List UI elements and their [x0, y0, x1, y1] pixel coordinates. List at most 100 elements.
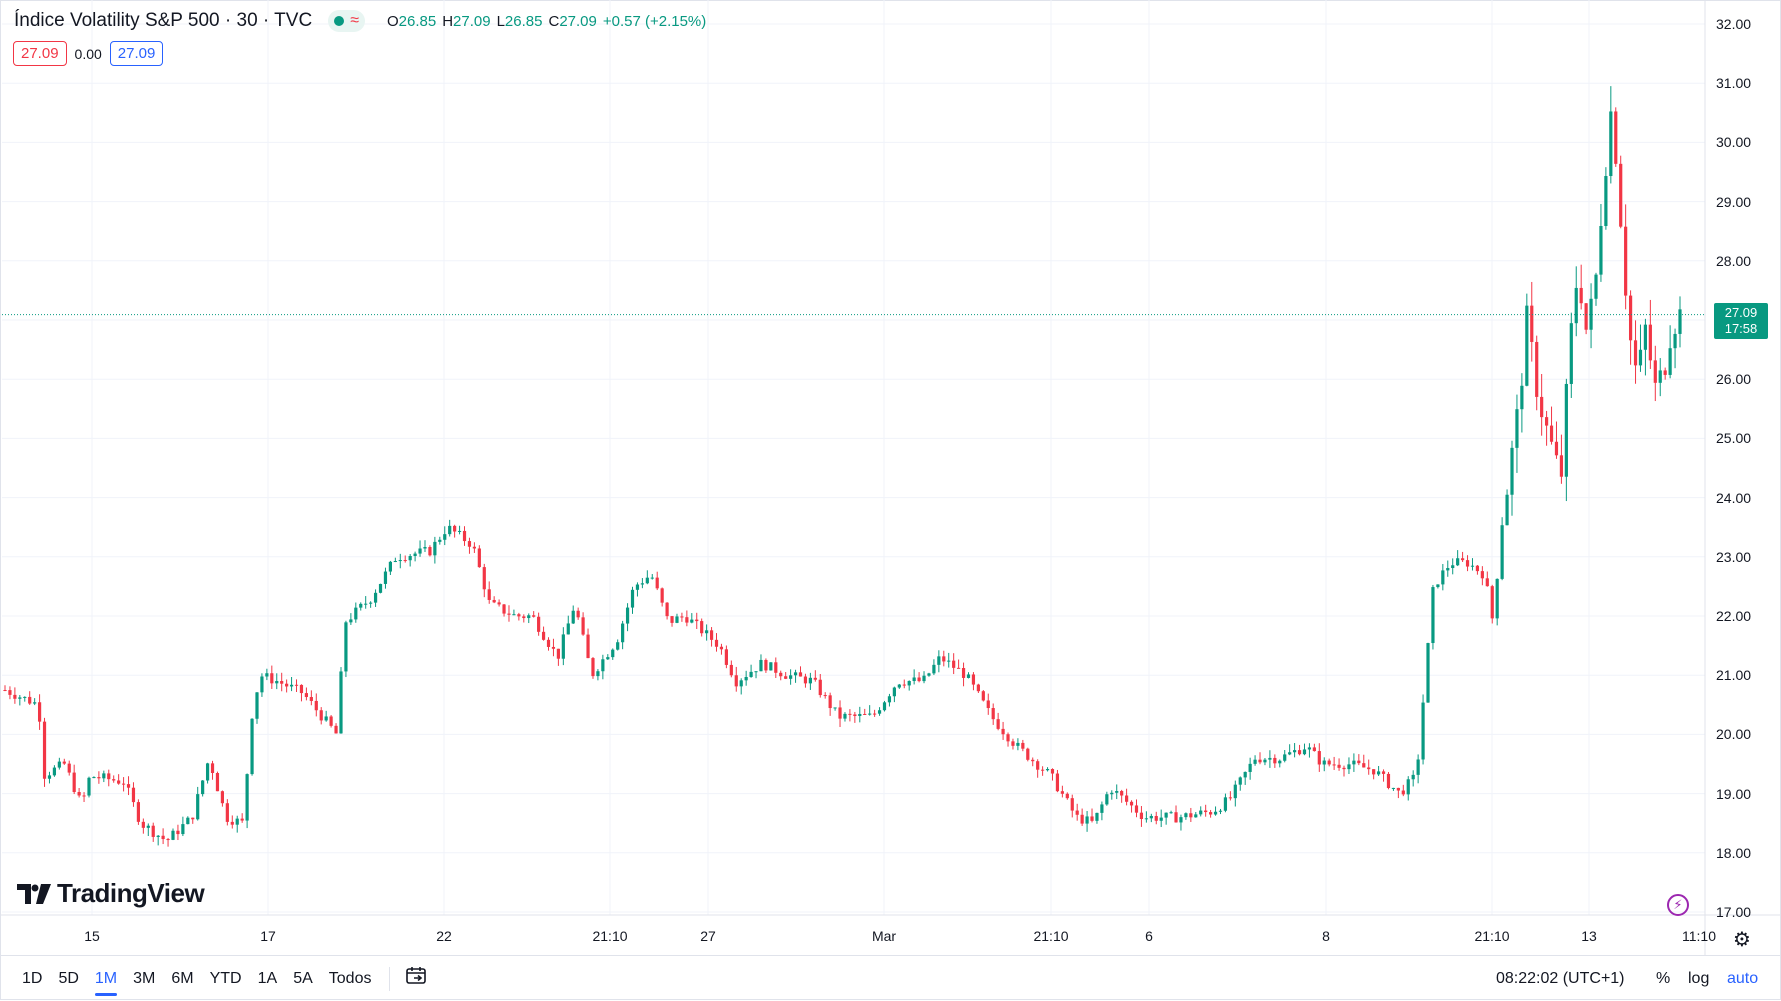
- candle[interactable]: [655, 571, 659, 591]
- candle[interactable]: [294, 679, 299, 692]
- candle[interactable]: [349, 613, 353, 625]
- candle[interactable]: [87, 776, 91, 798]
- candle[interactable]: [1184, 812, 1188, 820]
- candle[interactable]: [403, 555, 407, 563]
- candle[interactable]: [1001, 721, 1005, 740]
- candle[interactable]: [1125, 788, 1129, 806]
- candle[interactable]: [52, 765, 57, 777]
- candle[interactable]: [37, 694, 42, 730]
- range-button-5d[interactable]: 5D: [58, 969, 79, 987]
- candle[interactable]: [102, 770, 106, 783]
- candle[interactable]: [1406, 776, 1410, 801]
- candle[interactable]: [176, 824, 180, 841]
- candle[interactable]: [981, 690, 985, 702]
- candle[interactable]: [561, 627, 565, 666]
- candle[interactable]: [462, 526, 467, 546]
- candle[interactable]: [1347, 757, 1351, 775]
- candle[interactable]: [1456, 550, 1460, 567]
- candle[interactable]: [1080, 808, 1084, 826]
- candle[interactable]: [28, 691, 32, 705]
- candle[interactable]: [329, 715, 333, 728]
- candle[interactable]: [1060, 785, 1064, 798]
- candle[interactable]: [1085, 811, 1089, 832]
- candle[interactable]: [996, 712, 1000, 731]
- candle[interactable]: [319, 707, 323, 725]
- candle[interactable]: [1297, 744, 1302, 756]
- candle[interactable]: [1421, 694, 1425, 765]
- candle[interactable]: [1209, 809, 1213, 818]
- candle[interactable]: [1628, 290, 1633, 365]
- candle[interactable]: [1372, 769, 1376, 780]
- candle[interactable]: [1599, 204, 1603, 282]
- candle[interactable]: [1544, 410, 1549, 446]
- candle[interactable]: [1223, 793, 1228, 813]
- candle[interactable]: [215, 771, 220, 792]
- candle[interactable]: [1278, 759, 1282, 768]
- candle[interactable]: [1144, 811, 1148, 823]
- candle[interactable]: [537, 612, 541, 636]
- candle[interactable]: [92, 776, 96, 779]
- candle[interactable]: [220, 790, 225, 807]
- candle[interactable]: [675, 613, 679, 624]
- candle[interactable]: [719, 643, 724, 655]
- candle[interactable]: [1139, 806, 1144, 827]
- candle[interactable]: [314, 693, 318, 717]
- candle[interactable]: [754, 671, 758, 679]
- candle[interactable]: [1520, 373, 1524, 433]
- candle[interactable]: [1006, 732, 1010, 747]
- candle[interactable]: [250, 718, 254, 776]
- candle[interactable]: [171, 828, 175, 841]
- candle[interactable]: [270, 665, 274, 689]
- candle[interactable]: [991, 703, 995, 725]
- candle[interactable]: [1100, 801, 1104, 821]
- candle[interactable]: [1411, 770, 1415, 787]
- candle[interactable]: [1446, 560, 1450, 577]
- candle[interactable]: [265, 668, 269, 681]
- candle[interactable]: [1574, 266, 1578, 337]
- candle[interactable]: [729, 660, 733, 678]
- candle[interactable]: [201, 780, 205, 797]
- candle[interactable]: [1619, 155, 1623, 229]
- candle[interactable]: [8, 686, 12, 700]
- candle[interactable]: [1253, 755, 1257, 766]
- candle[interactable]: [82, 792, 86, 802]
- candle[interactable]: [112, 775, 116, 783]
- candle[interactable]: [1110, 790, 1114, 800]
- candle[interactable]: [779, 670, 783, 681]
- percent-scale-toggle[interactable]: %: [1656, 969, 1671, 987]
- candle[interactable]: [892, 686, 896, 703]
- candle[interactable]: [1653, 345, 1657, 402]
- candle[interactable]: [789, 669, 793, 685]
- candle[interactable]: [887, 693, 892, 707]
- candle[interactable]: [1199, 806, 1203, 817]
- candle[interactable]: [1470, 558, 1475, 571]
- range-button-5a[interactable]: 5A: [293, 969, 313, 987]
- candle[interactable]: [1638, 324, 1643, 372]
- candle[interactable]: [1441, 563, 1445, 591]
- candle[interactable]: [1658, 358, 1662, 397]
- candle[interactable]: [798, 666, 803, 677]
- candle[interactable]: [1169, 810, 1173, 814]
- candle[interactable]: [1090, 808, 1094, 823]
- candle[interactable]: [448, 519, 452, 537]
- candle[interactable]: [1243, 771, 1247, 785]
- candle[interactable]: [1179, 814, 1183, 831]
- tradingview-logo[interactable]: TradingView: [17, 878, 205, 909]
- candle[interactable]: [645, 570, 649, 585]
- candle[interactable]: [571, 605, 575, 624]
- candle[interactable]: [235, 815, 239, 833]
- candle[interactable]: [1396, 787, 1400, 799]
- candle[interactable]: [1288, 744, 1292, 756]
- candle[interactable]: [1129, 800, 1134, 813]
- candle[interactable]: [1302, 743, 1307, 756]
- candle[interactable]: [1549, 406, 1554, 445]
- candle[interactable]: [551, 638, 556, 657]
- candle[interactable]: [971, 672, 976, 691]
- candle[interactable]: [868, 705, 872, 716]
- candle[interactable]: [1036, 759, 1040, 778]
- candle[interactable]: [1055, 769, 1060, 793]
- candle[interactable]: [472, 542, 476, 553]
- candle[interactable]: [398, 553, 402, 569]
- candle[interactable]: [285, 679, 289, 693]
- candle[interactable]: [334, 723, 338, 734]
